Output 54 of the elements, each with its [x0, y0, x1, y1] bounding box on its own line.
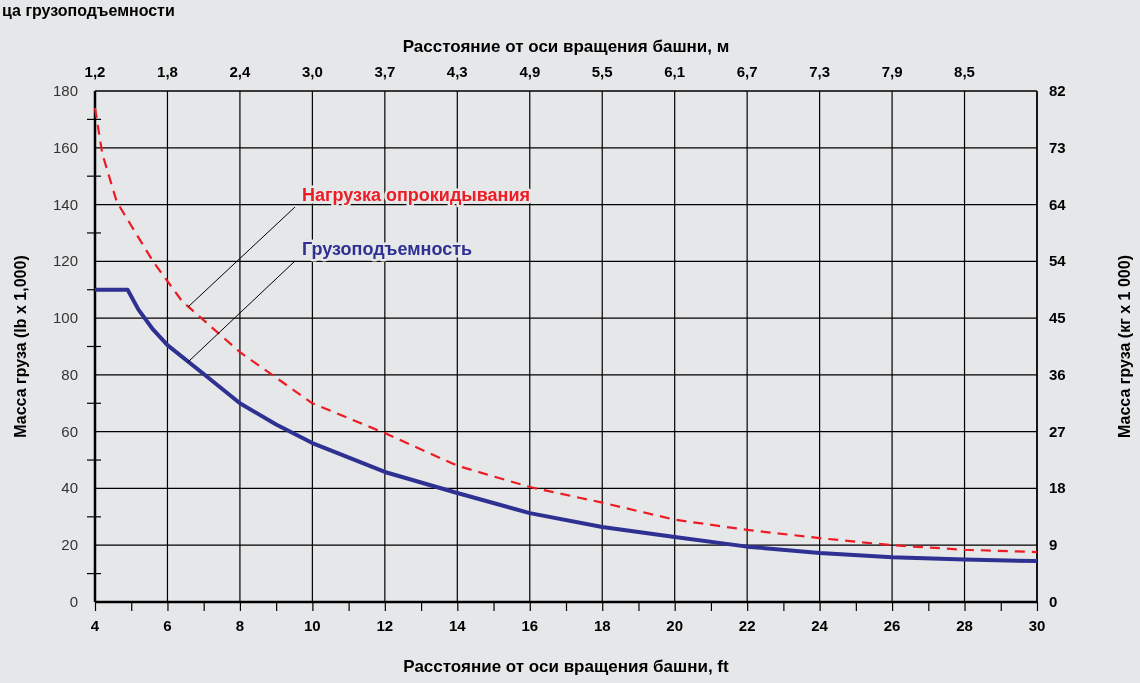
y-axis-title: Масса груза (lb x 1,000): [12, 255, 29, 438]
y2-tick-label: 64: [1049, 195, 1067, 213]
line-series: [93, 287, 1039, 564]
x2-tick-label: 8,5: [954, 63, 975, 80]
x2-tick-label: 1,2: [84, 63, 106, 80]
x-tick-label: 24: [811, 617, 829, 634]
y2-tick-label: 27: [1049, 422, 1066, 440]
y2-axis-title: Масса груза (кг x 1 000): [1116, 255, 1133, 438]
x-tick-label: 10: [304, 617, 321, 634]
x2-tick-label: 4,9: [519, 63, 541, 80]
x-tick-label: 22: [738, 617, 756, 634]
x-tick-label: 12: [376, 617, 394, 634]
x2-tick-label: 6,7: [736, 63, 758, 80]
x-tick-label: 14: [448, 617, 467, 634]
x2-tick-label: 6,1: [664, 63, 686, 80]
y-tick-label: 120: [52, 252, 78, 270]
x-tick-label: 28: [956, 617, 973, 634]
y2-tick-label: 82: [1049, 82, 1066, 99]
x-tick-label: 8: [235, 617, 245, 634]
x2-tick-label: 7,9: [881, 63, 903, 80]
x-tick-label: 18: [593, 617, 611, 634]
x2-tick-label: 5,5: [591, 63, 613, 80]
y-tick-label: 40: [61, 479, 78, 497]
x2-tick-label: 3,0: [301, 63, 323, 80]
y2-tick-label: 9: [1049, 536, 1058, 554]
x-tick-label: 30: [1028, 617, 1046, 634]
y2-tick-label: 18: [1049, 479, 1066, 497]
y2-tick-label: 0: [1049, 593, 1058, 610]
y2-tick-label: 54: [1049, 252, 1067, 270]
y-tick-label: 160: [52, 138, 78, 156]
x-tick-label: 26: [883, 617, 901, 634]
y2-tick-label: 36: [1049, 365, 1066, 383]
x-tick-label: 20: [666, 617, 684, 634]
x2-tick-label: 1,8: [157, 63, 178, 80]
y-tick-label: 0: [69, 593, 78, 610]
y-tick-label: 140: [52, 195, 78, 213]
y-tick-label: 60: [61, 422, 78, 440]
x2-tick-label: 4,3: [446, 63, 468, 80]
x2-tick-label: 7,3: [809, 63, 831, 80]
line-series: [93, 106, 1039, 554]
x2-tick-label: 2,4: [229, 63, 251, 80]
y-tick-label: 80: [61, 365, 78, 383]
y-tick-label: 20: [61, 536, 78, 554]
y2-tick-label: 45: [1049, 309, 1066, 327]
x-tick-label: 16: [521, 617, 539, 634]
y-tick-label: 180: [52, 82, 78, 99]
y-tick-label: 100: [52, 309, 78, 327]
chart-title: ца грузоподъемности: [2, 2, 175, 19]
y2-tick-label: 73: [1049, 138, 1066, 156]
x-tick-label: 6: [163, 617, 172, 634]
x2-tick-label: 3,7: [374, 63, 396, 80]
x-axis-title: Расстояние от оси вращения башни, ft: [403, 657, 730, 676]
x2-axis-title: Расстояние от оси вращения башни, м: [402, 37, 730, 56]
x-tick-label: 4: [90, 617, 100, 634]
